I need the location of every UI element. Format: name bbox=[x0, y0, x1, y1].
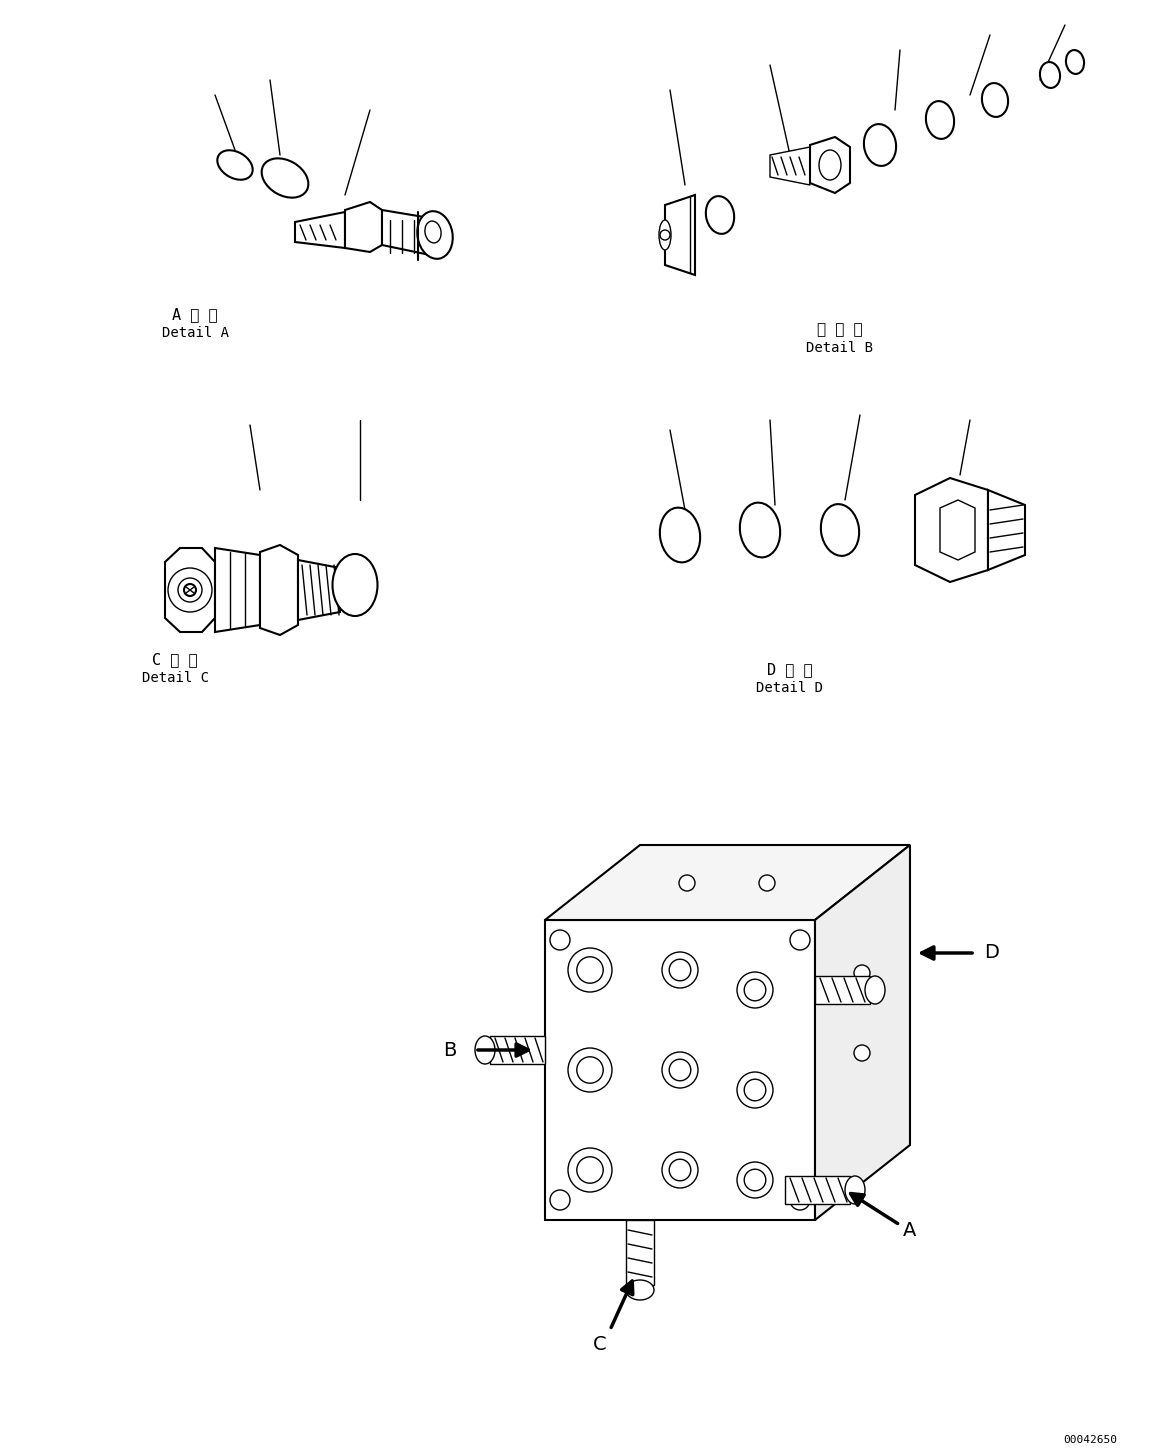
Ellipse shape bbox=[1040, 63, 1059, 87]
Polygon shape bbox=[989, 491, 1025, 569]
Circle shape bbox=[679, 875, 695, 891]
Ellipse shape bbox=[926, 100, 954, 138]
Ellipse shape bbox=[659, 508, 700, 562]
Circle shape bbox=[178, 578, 202, 601]
Polygon shape bbox=[490, 1037, 545, 1064]
Circle shape bbox=[577, 1057, 604, 1083]
Circle shape bbox=[669, 1159, 691, 1181]
Text: Detail D: Detail D bbox=[756, 681, 823, 695]
Circle shape bbox=[550, 1190, 570, 1210]
Circle shape bbox=[184, 584, 197, 596]
Polygon shape bbox=[809, 137, 850, 194]
Polygon shape bbox=[815, 976, 870, 1005]
Circle shape bbox=[854, 1045, 870, 1061]
Polygon shape bbox=[665, 195, 695, 275]
Text: 00042650: 00042650 bbox=[1063, 1436, 1116, 1444]
Circle shape bbox=[662, 952, 698, 989]
Polygon shape bbox=[770, 147, 809, 185]
Text: 日 詳 細: 日 詳 細 bbox=[818, 322, 863, 338]
Ellipse shape bbox=[982, 83, 1008, 116]
Circle shape bbox=[669, 960, 691, 981]
Polygon shape bbox=[915, 478, 989, 582]
Ellipse shape bbox=[424, 221, 441, 243]
Text: D: D bbox=[985, 943, 999, 962]
Ellipse shape bbox=[819, 150, 841, 181]
Circle shape bbox=[577, 1158, 604, 1184]
Circle shape bbox=[659, 230, 670, 240]
Circle shape bbox=[568, 1048, 612, 1092]
Ellipse shape bbox=[659, 220, 671, 250]
Circle shape bbox=[550, 930, 570, 949]
Polygon shape bbox=[815, 844, 909, 1220]
Text: A 詳 細: A 詳 細 bbox=[172, 307, 217, 322]
Ellipse shape bbox=[821, 504, 859, 556]
Circle shape bbox=[737, 1072, 773, 1108]
Polygon shape bbox=[295, 213, 345, 248]
Ellipse shape bbox=[1066, 50, 1084, 74]
Ellipse shape bbox=[475, 1037, 495, 1064]
Circle shape bbox=[737, 973, 773, 1008]
Text: C 詳 細: C 詳 細 bbox=[152, 652, 198, 667]
Ellipse shape bbox=[262, 159, 308, 198]
Ellipse shape bbox=[740, 502, 780, 558]
Text: C: C bbox=[593, 1335, 607, 1354]
Polygon shape bbox=[545, 844, 909, 920]
Circle shape bbox=[790, 930, 809, 949]
Polygon shape bbox=[545, 920, 815, 1220]
Ellipse shape bbox=[418, 211, 452, 259]
Ellipse shape bbox=[846, 1176, 865, 1204]
Ellipse shape bbox=[336, 575, 354, 606]
Ellipse shape bbox=[626, 1280, 654, 1300]
Circle shape bbox=[744, 1079, 765, 1101]
Polygon shape bbox=[215, 547, 261, 632]
Circle shape bbox=[669, 1059, 691, 1080]
Text: Detail C: Detail C bbox=[142, 671, 208, 684]
Polygon shape bbox=[298, 561, 340, 620]
Circle shape bbox=[854, 965, 870, 981]
Circle shape bbox=[568, 948, 612, 992]
Text: Detail B: Detail B bbox=[806, 341, 873, 355]
Polygon shape bbox=[165, 547, 215, 632]
Polygon shape bbox=[785, 1176, 850, 1204]
Circle shape bbox=[737, 1162, 773, 1198]
Ellipse shape bbox=[865, 976, 885, 1005]
Circle shape bbox=[577, 957, 604, 983]
Circle shape bbox=[744, 980, 765, 1000]
Text: A: A bbox=[904, 1220, 916, 1239]
Ellipse shape bbox=[706, 197, 734, 234]
Polygon shape bbox=[626, 1220, 654, 1286]
Circle shape bbox=[759, 875, 775, 891]
Text: D 詳 細: D 詳 細 bbox=[768, 662, 813, 677]
Polygon shape bbox=[345, 202, 381, 252]
Polygon shape bbox=[261, 545, 298, 635]
Polygon shape bbox=[381, 210, 430, 255]
Circle shape bbox=[790, 1190, 809, 1210]
Circle shape bbox=[744, 1169, 765, 1191]
Circle shape bbox=[568, 1147, 612, 1192]
Ellipse shape bbox=[333, 553, 378, 616]
Ellipse shape bbox=[217, 150, 252, 179]
Text: Detail A: Detail A bbox=[162, 326, 228, 341]
Polygon shape bbox=[940, 499, 975, 561]
Circle shape bbox=[662, 1053, 698, 1088]
Circle shape bbox=[167, 568, 212, 612]
Text: B: B bbox=[443, 1041, 457, 1060]
Ellipse shape bbox=[864, 124, 897, 166]
Circle shape bbox=[662, 1152, 698, 1188]
